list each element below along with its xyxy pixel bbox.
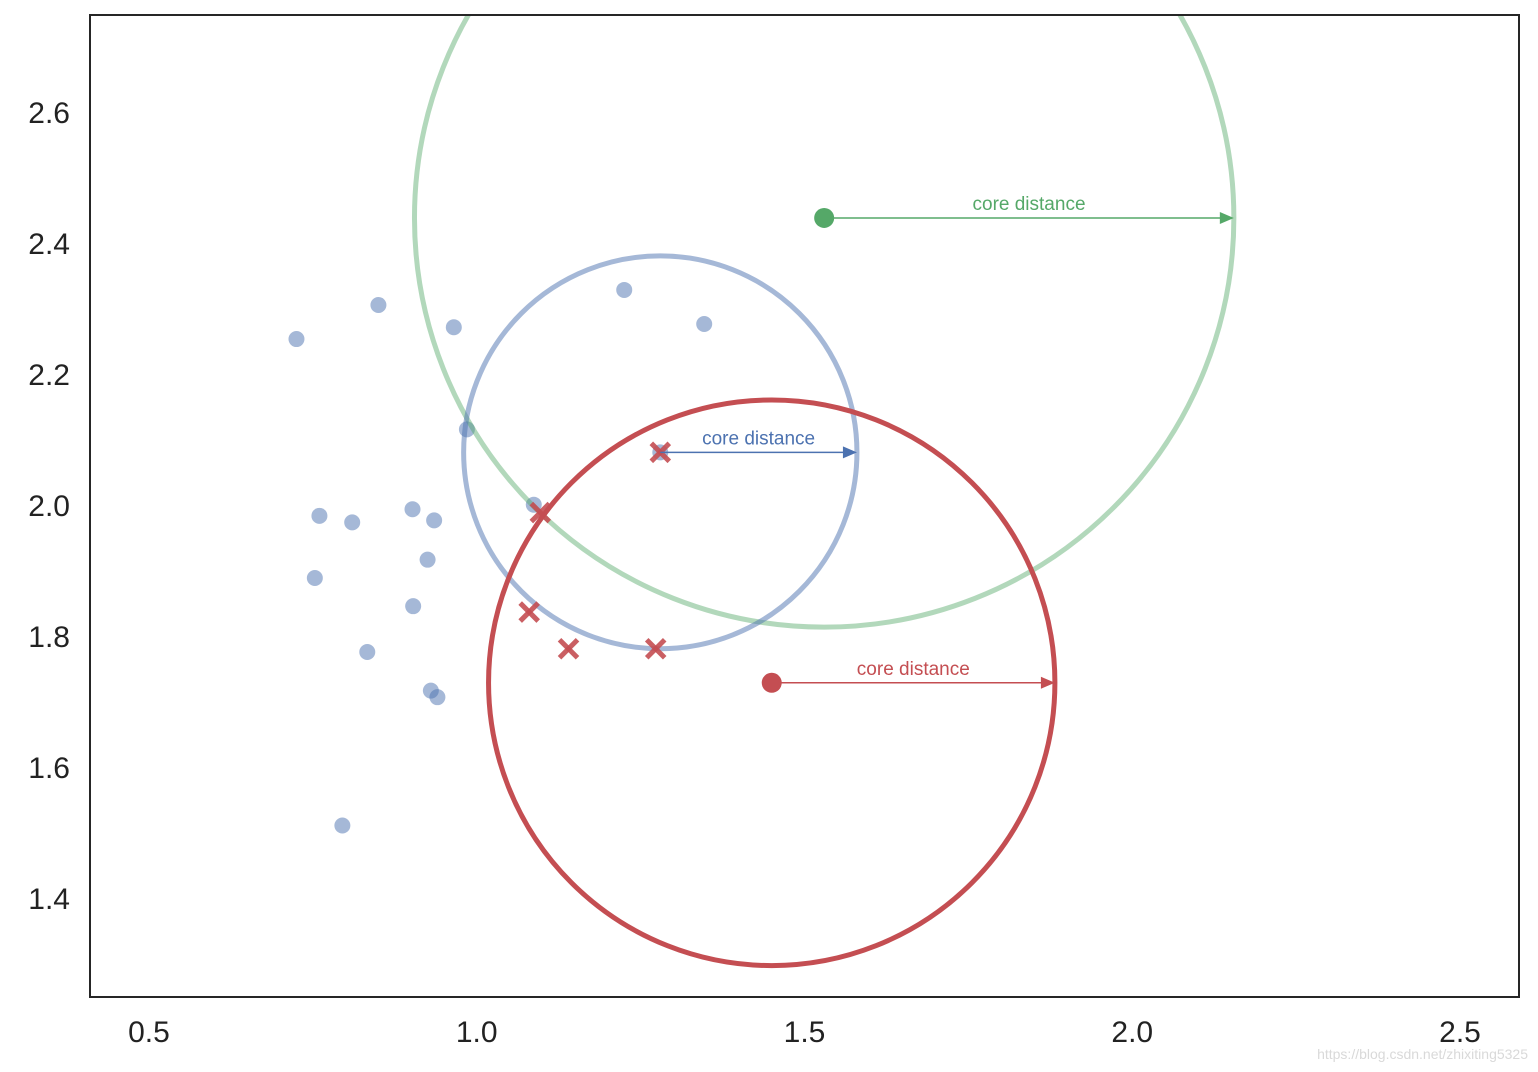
x-tick-label: 2.5: [1439, 1016, 1481, 1049]
watermark: https://blog.csdn.net/zhixiting5325: [1317, 1046, 1528, 1062]
scatter-point: [616, 281, 633, 298]
y-tick-label: 2.0: [28, 490, 70, 523]
scatter-point: [405, 598, 422, 615]
scatter-point: [426, 512, 443, 529]
y-tick-label: 2.4: [28, 228, 70, 261]
x-tick-label: 1.0: [456, 1016, 498, 1049]
scatter-point: [696, 316, 713, 333]
plot-background: [90, 15, 1519, 997]
blue-core-distance-label: core distance: [702, 428, 815, 449]
scatter-point: [306, 570, 323, 587]
red-core-circle: [486, 397, 1058, 969]
cross-stroke: [518, 601, 540, 623]
scatter-point: [419, 551, 436, 568]
y-tick-label: 2.2: [28, 359, 70, 392]
scatter-point: [429, 689, 446, 706]
green-arrow-head: [1219, 211, 1234, 224]
plot-frame: [89, 14, 1520, 998]
y-tick-label: 1.8: [28, 621, 70, 654]
y-tick-label: 1.6: [28, 752, 70, 785]
blue-core-circle: [461, 253, 860, 652]
scatter-point: [334, 817, 351, 834]
x-tick-label: 1.5: [784, 1016, 826, 1049]
cross-stroke: [557, 637, 580, 660]
y-tick-label: 1.4: [28, 883, 70, 916]
scatter-point: [370, 297, 387, 314]
y-tick-label: 2.6: [28, 97, 70, 130]
scatter-point: [288, 331, 305, 348]
cross-stroke: [529, 501, 552, 524]
red-core-distance-label: core distance: [857, 659, 970, 680]
cross-marker: [644, 637, 667, 660]
scatter-point: [359, 643, 376, 660]
x-tick-label: 0.5: [128, 1016, 170, 1049]
blue-arrow-head: [842, 446, 857, 459]
cross-marker: [529, 501, 552, 524]
scatter-point: [344, 514, 361, 531]
green-core-distance-label: core distance: [973, 194, 1086, 215]
x-tick-label: 2.0: [1111, 1016, 1153, 1049]
red-center-point: [761, 672, 782, 693]
cross-stroke: [644, 637, 667, 660]
scatter-point: [445, 319, 462, 336]
scatter-point: [404, 501, 421, 518]
cross-marker: [518, 601, 540, 623]
cross-marker: [557, 637, 580, 660]
scatter-point: [311, 507, 328, 524]
red-arrow-head: [1040, 676, 1055, 689]
green-center-point: [814, 207, 835, 228]
